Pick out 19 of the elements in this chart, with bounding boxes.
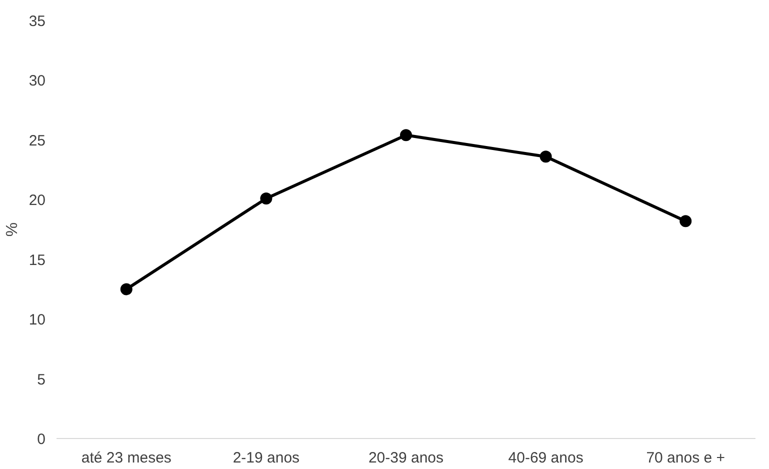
point bbox=[400, 129, 412, 142]
x-tick-label: 20-39 anos bbox=[368, 450, 444, 466]
y-tick-label: 30 bbox=[28, 72, 46, 90]
x-tick-label: 2-19 anos bbox=[232, 450, 300, 466]
point bbox=[680, 215, 692, 228]
y-tick-label: 20 bbox=[28, 192, 46, 210]
point bbox=[260, 192, 272, 204]
y-tick-label: 25 bbox=[28, 132, 46, 150]
x-tick-label: 40-69 anos bbox=[508, 450, 584, 466]
y-tick-label: 15 bbox=[28, 252, 46, 269]
x-tick-label: 70 anos e + bbox=[646, 450, 726, 466]
y-tick-label: 0 bbox=[37, 431, 46, 448]
point bbox=[540, 150, 552, 163]
x-tick-label: até 23 meses bbox=[81, 450, 172, 466]
y-tick-label: 35 bbox=[28, 13, 46, 30]
point bbox=[120, 283, 132, 296]
y-tick-label: 10 bbox=[28, 312, 46, 329]
y-axis-title: % bbox=[4, 222, 21, 237]
y-tick-label: 5 bbox=[37, 371, 46, 388]
